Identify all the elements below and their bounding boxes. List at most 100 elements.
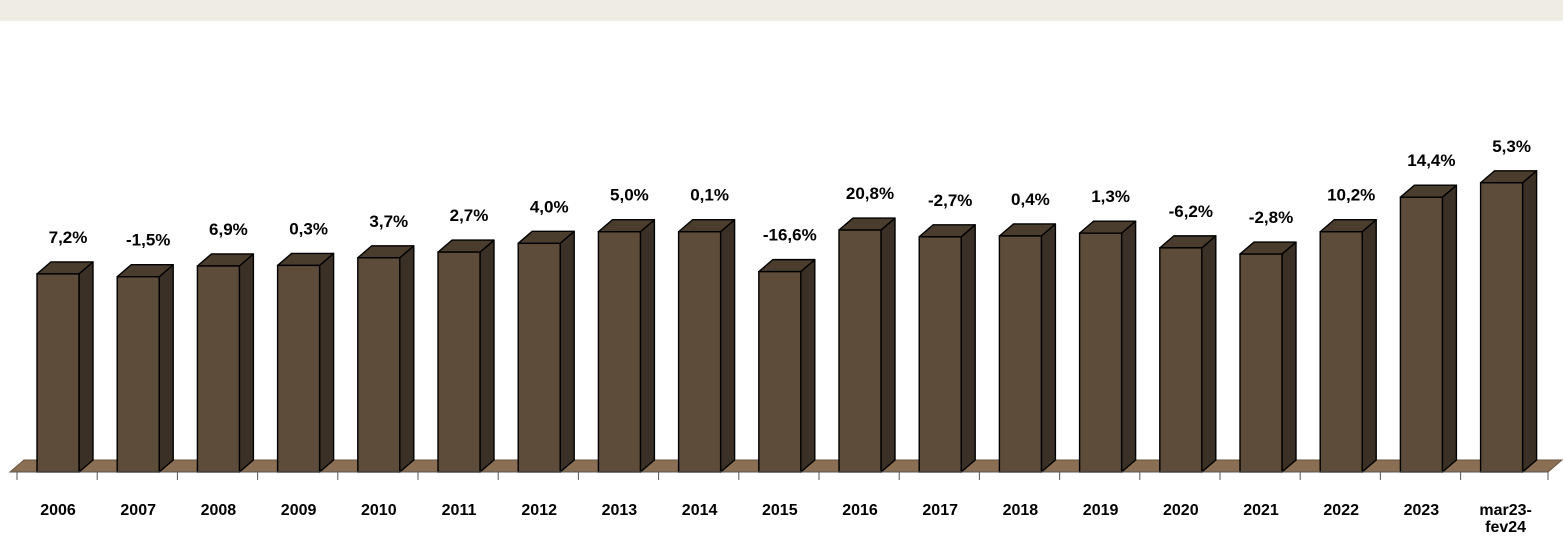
data-label: 0,1% <box>690 186 729 205</box>
bar-2012 <box>517 230 575 473</box>
bar-side <box>960 224 976 473</box>
x-tick-label: 2014 <box>682 502 718 519</box>
bar-side <box>318 252 335 473</box>
bar-front <box>1159 247 1203 473</box>
data-label: 5,3% <box>1492 137 1531 156</box>
bar-side <box>399 245 415 473</box>
x-tick-label: 2007 <box>120 502 156 519</box>
bar-front <box>357 257 401 473</box>
x-axis: 2006 2007 2008 2009 2010 2011 2012 2013 2014 2015… <box>10 471 1549 536</box>
x-tick-label: 2019 <box>1083 502 1119 519</box>
bar-side <box>158 264 174 473</box>
x-tick-label: 2009 <box>281 502 317 519</box>
x-tick-label: 2006 <box>40 502 76 519</box>
bar-front <box>517 242 561 473</box>
bar-front <box>1399 196 1444 473</box>
bar-front <box>838 229 882 473</box>
data-label: 14,4% <box>1407 151 1455 170</box>
data-label: 3,7% <box>369 212 408 231</box>
bar-side <box>1040 223 1057 473</box>
data-label: 5,0% <box>610 186 649 205</box>
x-tick-label: 2023 <box>1404 502 1440 519</box>
x-tick-label: mar23-fev24 <box>1479 502 1531 536</box>
bar-2022 <box>1319 219 1377 473</box>
x-tick-label: 2021 <box>1243 502 1279 519</box>
bar-side <box>479 239 495 473</box>
bars-group <box>36 170 1538 473</box>
bar-side <box>800 258 816 473</box>
bar-2018 <box>998 223 1057 473</box>
bar-2013 <box>597 219 656 473</box>
x-tick-label: 2013 <box>602 502 638 519</box>
bar-side <box>1281 241 1297 473</box>
bar-front <box>196 265 241 473</box>
bar-2017 <box>918 224 976 473</box>
data-label: 10,2% <box>1327 186 1375 205</box>
bar-front <box>1239 253 1283 473</box>
bar-2019 <box>1078 220 1137 473</box>
data-label: 0,4% <box>1011 190 1050 209</box>
data-label: 20,8% <box>846 184 894 203</box>
top-band <box>0 0 1563 21</box>
bar-front <box>918 236 962 473</box>
bar-side <box>559 230 575 473</box>
bar-front <box>276 264 321 473</box>
x-tick-label: 2011 <box>442 502 477 519</box>
bar-2007 <box>116 264 174 473</box>
bar-side <box>1201 235 1217 473</box>
bar-side <box>238 253 255 473</box>
x-tick-label: 2012 <box>521 502 557 519</box>
bar-2009 <box>276 252 335 473</box>
bar-side <box>1361 219 1377 473</box>
bar-front <box>1319 231 1363 473</box>
bar-side <box>880 217 896 473</box>
bar-side <box>1521 170 1538 473</box>
data-label: -2,8% <box>1249 208 1293 227</box>
x-tick-label: 2016 <box>842 502 878 519</box>
bar-2021 <box>1239 241 1297 473</box>
bar-front <box>116 276 160 473</box>
x-tick-label: 2020 <box>1163 502 1199 519</box>
x-tick-label: 2010 <box>361 502 397 519</box>
bar-front <box>1479 182 1524 473</box>
data-label: 2,7% <box>450 206 489 225</box>
x-tick-label: 2015 <box>762 502 798 519</box>
data-label: 1,3% <box>1091 187 1130 206</box>
bar-2015 <box>758 258 816 473</box>
data-label: -6,2% <box>1169 202 1213 221</box>
bar-2014 <box>677 219 736 473</box>
bar-2011 <box>437 239 495 473</box>
bar-front <box>36 273 80 473</box>
x-tick-label: 2022 <box>1323 502 1359 519</box>
bar-front <box>1078 232 1123 473</box>
data-label: 4,0% <box>530 197 569 216</box>
data-labels-group: 7,2% -1,5% 6,9% 0,3% 3,7% 2,7% 4,0% 5,0% 0,1% -16… <box>49 137 1531 250</box>
data-label: -2,7% <box>928 191 972 210</box>
x-tick-label: 2017 <box>922 502 958 519</box>
data-label: 7,2% <box>49 228 88 247</box>
data-label: 6,9% <box>209 220 248 239</box>
bar-side <box>78 261 94 473</box>
bar-front <box>998 235 1043 473</box>
x-tick-label: 2008 <box>201 502 237 519</box>
bar-side <box>1441 184 1458 473</box>
bar-2023 <box>1399 184 1458 473</box>
bar-2020 <box>1159 235 1217 473</box>
bar-front <box>758 270 802 473</box>
bar-side <box>719 219 736 473</box>
data-label: -1,5% <box>126 231 170 250</box>
bar-side <box>639 219 656 473</box>
bar-2016 <box>838 217 896 473</box>
bar-2010 <box>357 245 415 473</box>
bar-2008 <box>196 253 255 473</box>
bar-front <box>437 251 481 473</box>
bar-mar23-fev24 <box>1479 170 1538 473</box>
x-tick-label: 2018 <box>1003 502 1039 519</box>
data-label: -16,6% <box>763 226 817 245</box>
bar-front <box>597 231 642 473</box>
bar-front <box>677 231 722 473</box>
bar-2006 <box>36 261 94 473</box>
bar-side <box>1120 220 1137 473</box>
data-label: 0,3% <box>289 219 328 238</box>
